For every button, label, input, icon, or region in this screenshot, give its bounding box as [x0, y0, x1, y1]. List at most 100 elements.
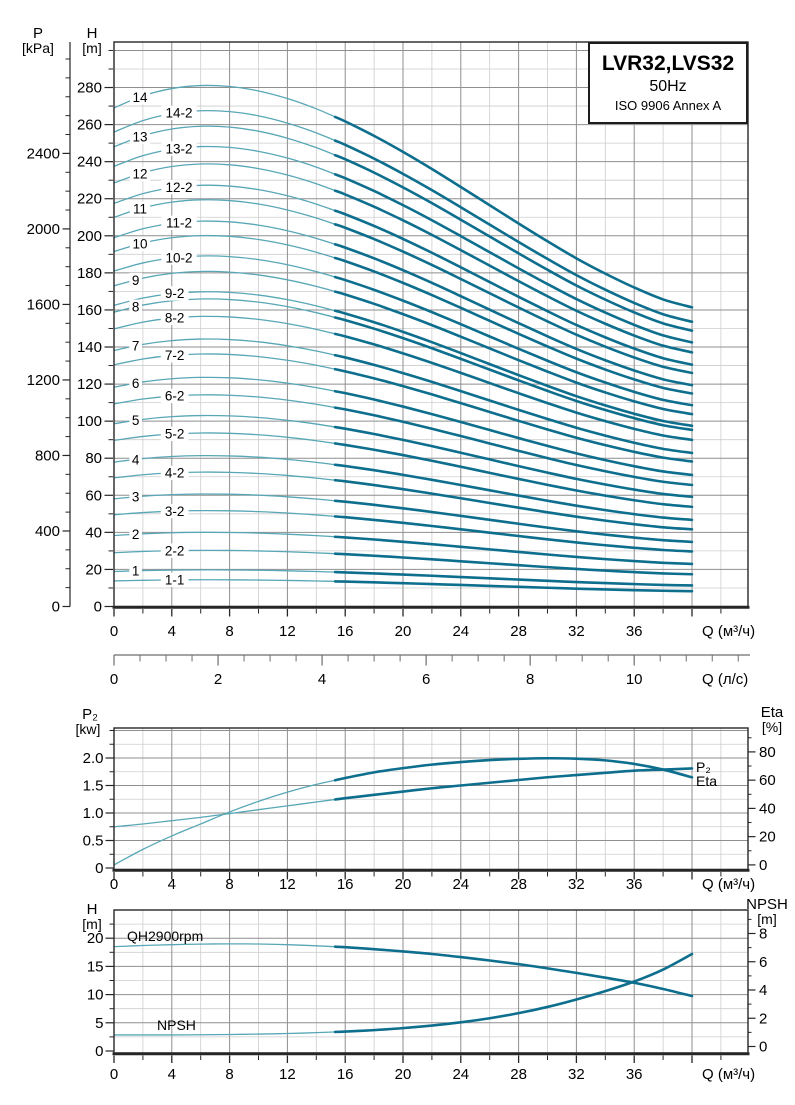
curve-label-mask — [129, 338, 142, 354]
eta-axis-unit: [%] — [762, 719, 782, 735]
plot-border — [113, 909, 749, 1054]
curve-label-11: 11 — [133, 202, 147, 217]
curve-10-bold — [333, 256, 694, 395]
curve-9-thin — [113, 270, 346, 296]
x-tick-label: 36 — [626, 876, 643, 893]
power-axis-unit: [kw] — [76, 721, 101, 737]
curve-label-mask — [160, 503, 189, 519]
curve-label-mask — [129, 89, 151, 105]
curve-label-mask — [161, 141, 197, 156]
h-tick-label: 0 — [94, 599, 102, 616]
power-curves — [113, 756, 694, 866]
curve-label-mask — [160, 426, 189, 442]
ls-tick-label: 2 — [214, 671, 222, 688]
main-x-axis: 0 4 8 12 16 20 24 28 32 36 Q (м³/ч) — [110, 609, 755, 640]
eta-tick-label: 80 — [759, 744, 776, 761]
curve-label-mask — [161, 215, 197, 230]
qh-head-axis-unit: [m] — [82, 916, 101, 932]
litres-per-second-axis: 0 2 4 6 8 10 Q (л/с) — [110, 654, 750, 688]
h-tick-label: 220 — [77, 191, 102, 208]
h-tick-label: 20 — [85, 561, 102, 578]
curve-label-mask — [129, 236, 151, 252]
npsh-axis: 0 2 4 6 8 NPSH[m] — [746, 896, 788, 1056]
main-curves — [113, 84, 694, 593]
x-tick-label: 36 — [626, 1066, 643, 1083]
curve-label-13: 13 — [132, 130, 147, 145]
power-left-axis: 0 0.5 1.0 1.5 2.0 P₂[kw] — [76, 706, 114, 877]
curve-2-bold — [333, 535, 694, 566]
p-tick-label: 1600 — [27, 296, 60, 313]
x-tick-label: 12 — [279, 623, 296, 640]
curve-label-mask — [161, 250, 197, 265]
curve-qh2900-bold — [333, 945, 694, 998]
qh-curves — [113, 943, 694, 1036]
curve-11-bold — [333, 223, 694, 375]
ls-tick-label: 8 — [526, 671, 534, 688]
curve-14-2-thin — [113, 109, 346, 146]
x-tick-label: 16 — [337, 876, 354, 893]
p2-tick-label: 0 — [95, 860, 103, 877]
x-axis-unit-label: Q (м³/ч) — [702, 876, 755, 893]
npsh-axis-title: NPSH — [746, 896, 788, 913]
p-tick-label: 2400 — [27, 145, 60, 162]
x-tick-label: 12 — [279, 876, 296, 893]
curve-label-8-2: 8-2 — [165, 311, 185, 326]
curve-label-14-2: 14-2 — [166, 106, 193, 121]
power-grid — [114, 728, 748, 870]
npsh-curve-label: NPSH — [157, 1017, 196, 1033]
curve-label-mask — [160, 543, 189, 558]
x-tick-label: 24 — [452, 876, 469, 893]
h-tick-label: 200 — [77, 228, 102, 245]
curve-3-2-thin — [113, 509, 346, 518]
curve-9-2-thin — [113, 291, 346, 315]
curve-7-2-thin — [113, 353, 346, 372]
x-tick-label: 8 — [225, 1066, 233, 1083]
x-tick-label: 36 — [626, 623, 643, 640]
h-tick-label: 160 — [77, 302, 102, 319]
x-tick-label: 20 — [395, 1066, 412, 1083]
p2-curve-label: P₂ — [696, 759, 711, 775]
curve-label-12: 12 — [132, 167, 147, 182]
curve-label-mask — [160, 348, 189, 363]
pressure-axis-title: P — [33, 25, 43, 42]
p-tick-label: 800 — [35, 447, 60, 464]
curve-label-4: 4 — [132, 452, 140, 467]
curve-1-bold — [333, 570, 694, 587]
x-tick-label: 8 — [225, 876, 233, 893]
curve-label-mask — [129, 201, 151, 217]
curve-label-mask — [129, 376, 142, 391]
curve-label-mask — [129, 563, 142, 579]
curve-8-2-thin — [113, 315, 346, 337]
curve-12-2-bold — [333, 209, 694, 366]
npsh-tick-label: 0 — [759, 1039, 767, 1056]
power-axis-title: P₂ — [82, 706, 98, 723]
ls-tick-label: 10 — [626, 671, 643, 688]
qh2900-curve-label: QH2900rpm — [127, 928, 203, 944]
curve-npsh-bold — [333, 952, 694, 1034]
curve-5-bold — [333, 425, 694, 499]
curve-5-2-thin — [113, 432, 346, 446]
curve-8-thin — [113, 298, 346, 321]
curve-2-2-bold — [333, 552, 694, 576]
curve-13-2-thin — [113, 145, 346, 179]
curve-3-thin — [113, 493, 346, 503]
curve-label-6: 6 — [132, 376, 140, 391]
x-tick-label: 28 — [510, 1066, 527, 1083]
curve-4-2-thin — [113, 471, 346, 482]
curve-npsh-thin — [114, 1030, 346, 1036]
curve-12-thin — [113, 163, 346, 196]
curve-label-4-2: 4-2 — [165, 466, 185, 481]
curve-label-7-2: 7-2 — [165, 348, 185, 363]
x-tick-label: 32 — [568, 1066, 585, 1083]
p-tick-label: 1200 — [27, 372, 60, 389]
p2-tick-label: 0.5 — [83, 833, 104, 850]
curve-14-bold — [333, 115, 694, 309]
x-tick-label: 16 — [337, 1066, 354, 1083]
eta-tick-label: 60 — [759, 772, 776, 789]
x-tick-label: 28 — [510, 623, 527, 640]
curve-13-thin — [113, 125, 346, 160]
qh-x-axis: 0 4 8 12 16 20 24 28 32 36 Q (м³/ч) — [110, 1055, 755, 1083]
ls-tick-label: 6 — [422, 671, 430, 688]
qh-npsh-chart: 0 4 8 12 16 20 24 28 32 36 Q (м³/ч)05101520H[m]024… — [82, 896, 788, 1083]
head-axis-unit: [m] — [82, 40, 101, 56]
